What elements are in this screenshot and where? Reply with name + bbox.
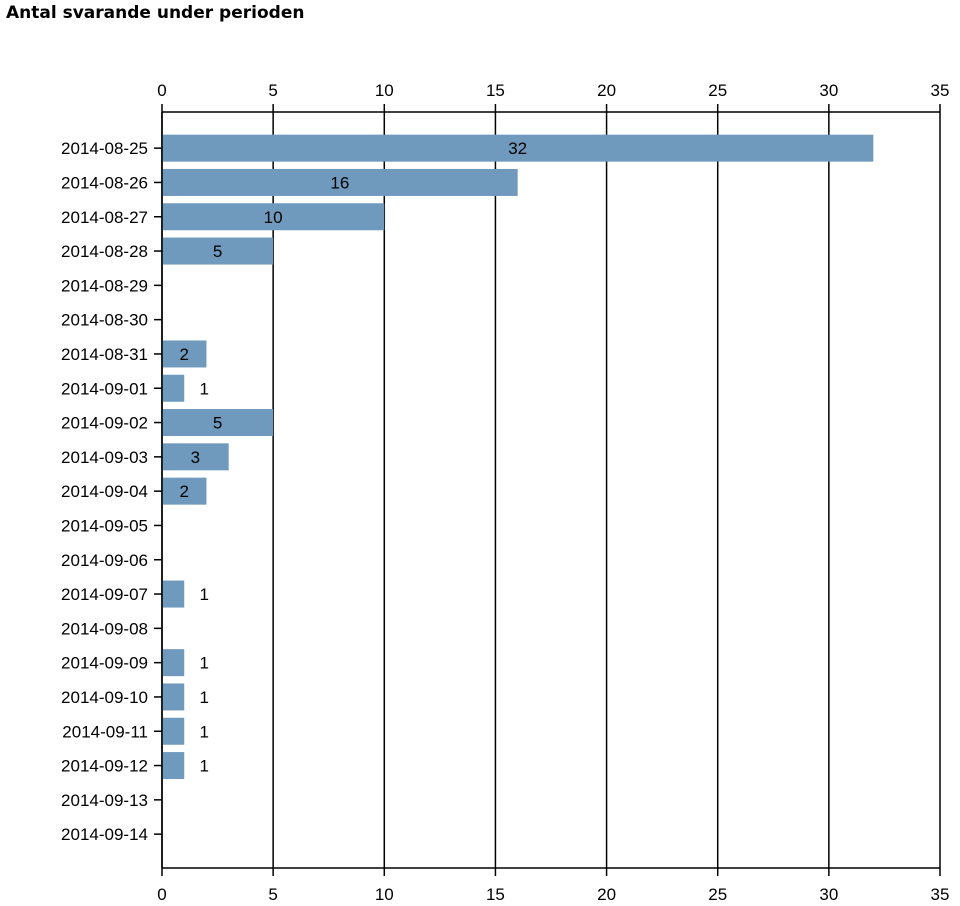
value-label: 1 xyxy=(199,722,208,741)
x-tick-label-top: 5 xyxy=(268,81,277,100)
category-label: 2014-09-01 xyxy=(61,379,148,398)
x-tick-label-top: 35 xyxy=(931,81,950,100)
category-label: 2014-09-08 xyxy=(61,619,148,638)
bar xyxy=(162,237,274,265)
value-label: 1 xyxy=(199,757,208,776)
x-tick-label-top: 30 xyxy=(819,81,838,100)
bar xyxy=(162,717,185,745)
value-label: 5 xyxy=(213,242,222,261)
category-label: 2014-08-29 xyxy=(61,276,148,295)
x-tick-label-top: 25 xyxy=(708,81,727,100)
value-label: 1 xyxy=(199,688,208,707)
value-label: 32 xyxy=(508,139,527,158)
value-label: 16 xyxy=(330,173,349,192)
value-label: 10 xyxy=(264,208,283,227)
x-tick-label-top: 10 xyxy=(375,81,394,100)
x-tick-label-bottom: 15 xyxy=(486,885,505,904)
bar xyxy=(162,443,229,471)
x-tick-label-top: 15 xyxy=(486,81,505,100)
value-label: 1 xyxy=(199,654,208,673)
bar xyxy=(162,649,185,677)
x-tick-label-bottom: 10 xyxy=(375,885,394,904)
x-tick-label-bottom: 25 xyxy=(708,885,727,904)
value-label: 3 xyxy=(191,448,200,467)
bar xyxy=(162,168,518,196)
category-label: 2014-09-10 xyxy=(61,688,148,707)
x-tick-label-bottom: 35 xyxy=(931,885,950,904)
category-label: 2014-09-11 xyxy=(62,722,148,741)
bar xyxy=(162,580,185,608)
category-label: 2014-08-26 xyxy=(61,173,148,192)
category-label: 2014-08-28 xyxy=(61,242,148,261)
category-label: 2014-09-05 xyxy=(61,516,148,535)
category-label: 2014-09-09 xyxy=(61,654,148,673)
value-label: 2 xyxy=(179,345,188,364)
x-tick-label-top: 0 xyxy=(157,81,166,100)
bar xyxy=(162,477,207,505)
category-label: 2014-09-13 xyxy=(61,791,148,810)
bar xyxy=(162,374,185,402)
value-label: 1 xyxy=(199,585,208,604)
chart-title: Antal svarande under perioden xyxy=(6,3,305,23)
x-tick-label-bottom: 30 xyxy=(819,885,838,904)
bar xyxy=(162,683,185,711)
category-label: 2014-08-27 xyxy=(61,208,148,227)
category-label: 2014-09-02 xyxy=(61,414,148,433)
category-label: 2014-09-14 xyxy=(61,825,148,844)
x-tick-label-bottom: 20 xyxy=(597,885,616,904)
bar xyxy=(162,409,274,437)
x-tick-label-bottom: 0 xyxy=(157,885,166,904)
bars xyxy=(162,134,874,780)
category-label: 2014-09-12 xyxy=(61,757,148,776)
value-label: 1 xyxy=(199,379,208,398)
bar xyxy=(162,134,874,162)
bar xyxy=(162,340,207,368)
bar xyxy=(162,203,385,231)
x-tick-label-top: 20 xyxy=(597,81,616,100)
category-label: 2014-09-06 xyxy=(61,551,148,570)
category-label: 2014-09-07 xyxy=(61,585,148,604)
category-label: 2014-09-04 xyxy=(61,482,148,501)
category-label: 2014-09-03 xyxy=(61,448,148,467)
value-label: 5 xyxy=(213,414,222,433)
category-label: 2014-08-25 xyxy=(61,139,148,158)
category-label: 2014-08-30 xyxy=(61,311,148,330)
x-tick-label-bottom: 5 xyxy=(268,885,277,904)
axes xyxy=(154,104,941,876)
value-label: 2 xyxy=(179,482,188,501)
bar xyxy=(162,752,185,780)
category-label: 2014-08-31 xyxy=(61,345,148,364)
